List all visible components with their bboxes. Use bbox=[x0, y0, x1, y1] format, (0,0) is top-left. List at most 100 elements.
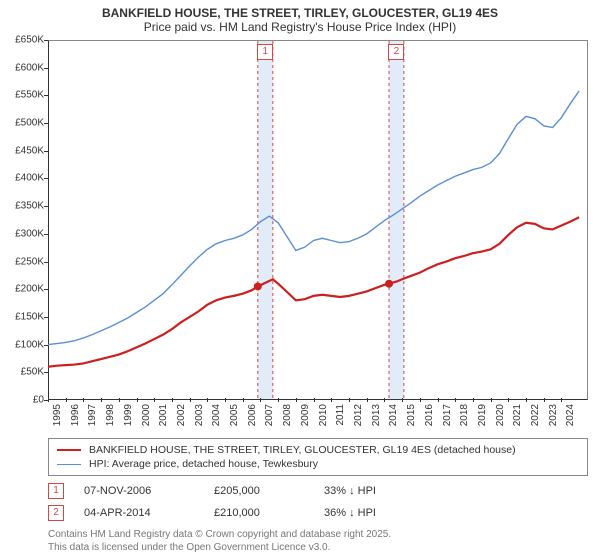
x-tick-label: 1997 bbox=[87, 404, 98, 426]
y-tick-label: £500K bbox=[0, 118, 44, 129]
y-tick bbox=[44, 40, 48, 41]
y-tick-label: £300K bbox=[0, 228, 44, 239]
footer-line2: This data is licensed under the Open Gov… bbox=[48, 541, 391, 554]
transactions-table: 1 07-NOV-2006£205,00033% ↓ HPI 2 04-APR-201… bbox=[48, 480, 424, 524]
legend-item: HPI: Average price, detached house, Tewk… bbox=[57, 457, 579, 471]
series-hpi bbox=[48, 91, 579, 345]
band-marker-2: 2 bbox=[388, 44, 404, 60]
x-tick-label: 1995 bbox=[52, 404, 63, 426]
x-tick-label: 2013 bbox=[371, 404, 382, 426]
legend: BANKFIELD HOUSE, THE STREET, TIRLEY, GLO… bbox=[48, 438, 588, 476]
x-tick-label: 2002 bbox=[176, 404, 187, 426]
x-tick bbox=[225, 398, 226, 402]
transaction-delta: 33% ↓ HPI bbox=[324, 485, 424, 497]
y-tick-label: £50K bbox=[0, 367, 44, 378]
x-tick bbox=[243, 398, 244, 402]
transaction-delta: 36% ↓ HPI bbox=[324, 507, 424, 519]
x-tick-label: 2021 bbox=[512, 404, 523, 426]
x-tick bbox=[314, 398, 315, 402]
x-tick bbox=[278, 398, 279, 402]
x-tick bbox=[384, 398, 385, 402]
x-tick bbox=[349, 398, 350, 402]
x-tick-label: 2022 bbox=[530, 404, 541, 426]
x-tick bbox=[207, 398, 208, 402]
transaction-marker bbox=[385, 280, 393, 288]
x-tick bbox=[526, 398, 527, 402]
y-tick-label: £150K bbox=[0, 311, 44, 322]
y-tick bbox=[44, 151, 48, 152]
x-tick-label: 2000 bbox=[141, 404, 152, 426]
x-tick bbox=[561, 398, 562, 402]
series-property bbox=[48, 217, 579, 367]
band-marker-1: 1 bbox=[257, 44, 273, 60]
x-tick bbox=[83, 398, 84, 402]
chart-svg bbox=[48, 40, 588, 400]
transaction-row: 1 07-NOV-2006£205,00033% ↓ HPI bbox=[48, 480, 424, 502]
x-tick bbox=[438, 398, 439, 402]
y-tick bbox=[44, 372, 48, 373]
x-tick-label: 2004 bbox=[211, 404, 222, 426]
legend-swatch bbox=[57, 449, 81, 451]
x-tick-label: 2003 bbox=[194, 404, 205, 426]
x-tick-label: 2016 bbox=[424, 404, 435, 426]
transaction-date: 07-NOV-2006 bbox=[84, 485, 214, 497]
x-tick bbox=[137, 398, 138, 402]
x-tick bbox=[455, 398, 456, 402]
x-tick-label: 2019 bbox=[477, 404, 488, 426]
x-tick-label: 2006 bbox=[247, 404, 258, 426]
x-tick-label: 2009 bbox=[300, 404, 311, 426]
x-tick-label: 2018 bbox=[459, 404, 470, 426]
chart-title-line1: BANKFIELD HOUSE, THE STREET, TIRLEY, GLO… bbox=[0, 0, 600, 20]
footer-attribution: Contains HM Land Registry data © Crown c… bbox=[48, 528, 391, 554]
y-tick-label: £550K bbox=[0, 90, 44, 101]
transaction-marker bbox=[254, 282, 262, 290]
y-tick bbox=[44, 317, 48, 318]
x-tick-label: 2011 bbox=[335, 404, 346, 426]
x-tick-label: 2015 bbox=[406, 404, 417, 426]
x-tick-label: 2010 bbox=[318, 404, 329, 426]
x-tick bbox=[66, 398, 67, 402]
x-tick bbox=[508, 398, 509, 402]
legend-swatch bbox=[57, 464, 81, 465]
legend-label: HPI: Average price, detached house, Tewk… bbox=[89, 458, 318, 470]
x-tick bbox=[544, 398, 545, 402]
legend-label: BANKFIELD HOUSE, THE STREET, TIRLEY, GLO… bbox=[89, 444, 516, 456]
transaction-price: £205,000 bbox=[214, 485, 324, 497]
y-tick bbox=[44, 345, 48, 346]
y-tick bbox=[44, 123, 48, 124]
y-tick-label: £250K bbox=[0, 256, 44, 267]
y-tick-label: £0 bbox=[0, 395, 44, 406]
chart-title-line2: Price paid vs. HM Land Registry's House … bbox=[0, 20, 600, 38]
x-tick-label: 1998 bbox=[105, 404, 116, 426]
x-tick bbox=[420, 398, 421, 402]
x-tick bbox=[119, 398, 120, 402]
x-tick-label: 2007 bbox=[264, 404, 275, 426]
x-tick-label: 2023 bbox=[548, 404, 559, 426]
y-tick-label: £400K bbox=[0, 173, 44, 184]
x-tick bbox=[473, 398, 474, 402]
x-tick bbox=[296, 398, 297, 402]
x-tick-label: 2014 bbox=[388, 404, 399, 426]
y-tick bbox=[44, 178, 48, 179]
y-tick bbox=[44, 68, 48, 69]
y-tick bbox=[44, 262, 48, 263]
x-tick-label: 1996 bbox=[70, 404, 81, 426]
transaction-badge: 2 bbox=[48, 505, 64, 521]
y-tick-label: £450K bbox=[0, 145, 44, 156]
legend-item: BANKFIELD HOUSE, THE STREET, TIRLEY, GLO… bbox=[57, 443, 579, 457]
y-tick-label: £650K bbox=[0, 35, 44, 46]
x-tick-label: 2008 bbox=[282, 404, 293, 426]
transaction-date: 04-APR-2014 bbox=[84, 507, 214, 519]
x-tick bbox=[48, 398, 49, 402]
chart-area: £0£50K£100K£150K£200K£250K£300K£350K£400… bbox=[48, 40, 588, 400]
x-tick bbox=[172, 398, 173, 402]
footer-line1: Contains HM Land Registry data © Crown c… bbox=[48, 528, 391, 541]
x-tick bbox=[331, 398, 332, 402]
x-tick-label: 2005 bbox=[229, 404, 240, 426]
y-tick-label: £200K bbox=[0, 284, 44, 295]
transaction-badge: 1 bbox=[48, 483, 64, 499]
x-tick-label: 2012 bbox=[353, 404, 364, 426]
x-tick bbox=[367, 398, 368, 402]
y-tick-label: £350K bbox=[0, 201, 44, 212]
y-tick bbox=[44, 289, 48, 290]
